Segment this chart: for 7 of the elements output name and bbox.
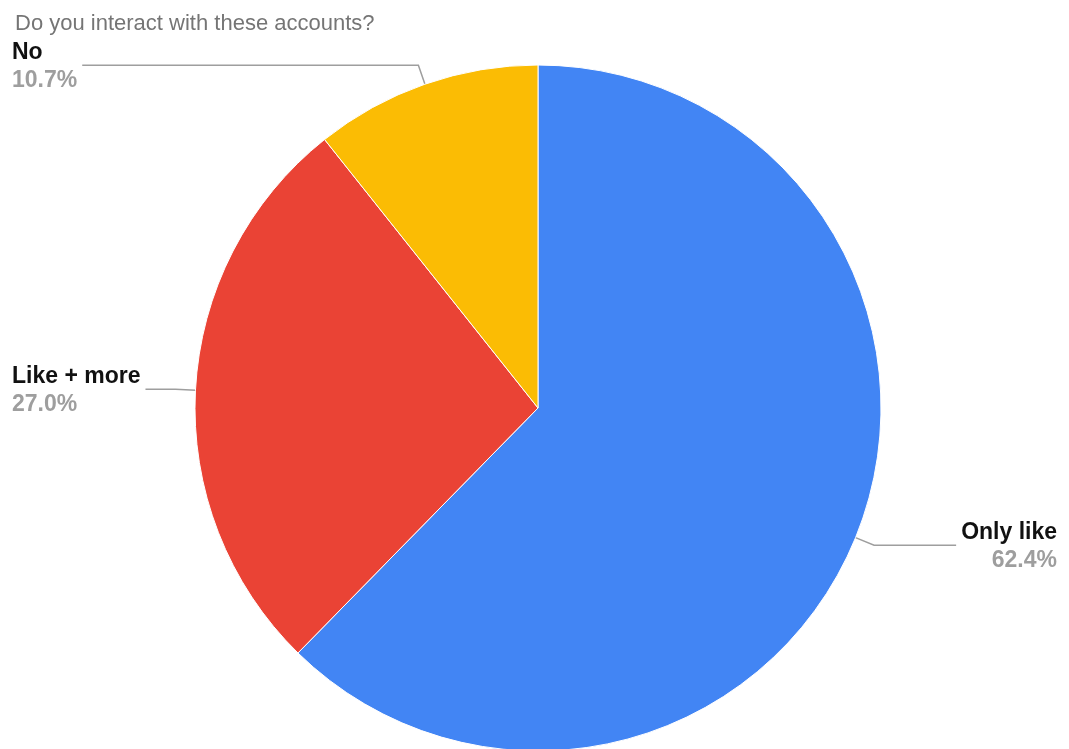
slice-label: No [12,38,43,65]
data-label: 10.7% [12,66,78,93]
slice-label: Like + more [12,362,141,389]
chart-title: Do you interact with these accounts? [15,9,375,35]
data-label: 27.0% [12,390,78,417]
data-label: 62.4% [991,546,1057,573]
slice-label: Only like [961,518,1057,545]
